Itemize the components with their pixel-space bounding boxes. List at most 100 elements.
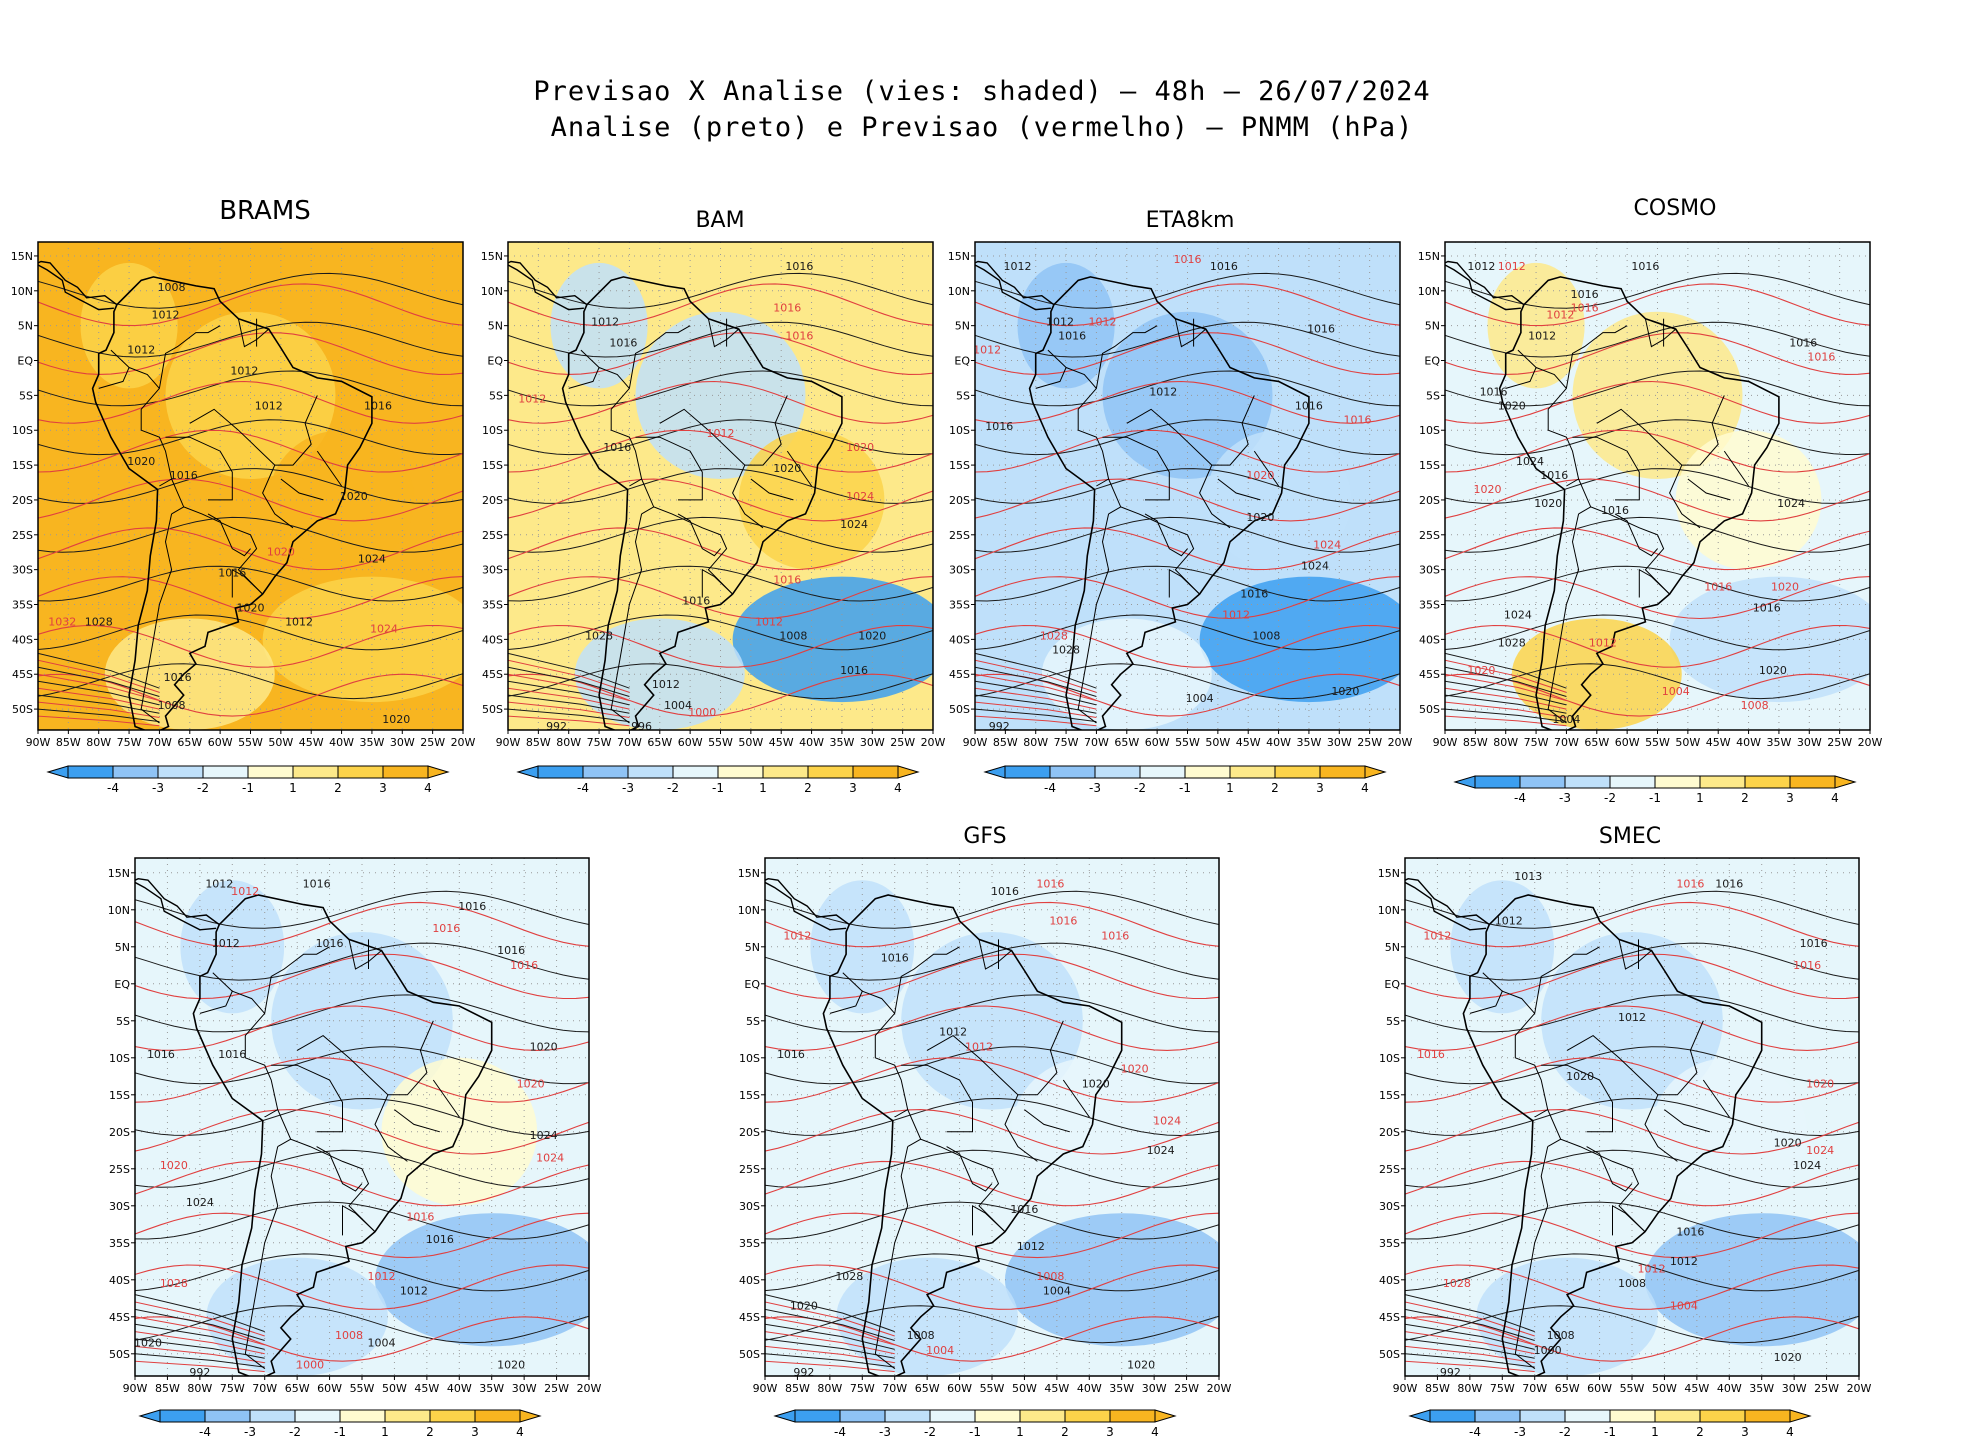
lat-tick-label: 40S bbox=[739, 1274, 760, 1287]
isobar-label: 1016 bbox=[985, 420, 1013, 433]
lon-tick-label: 20W bbox=[1388, 736, 1413, 749]
lon-tick-label: 20W bbox=[1847, 1382, 1872, 1395]
colorbar-left-arrow bbox=[773, 1409, 796, 1423]
lon-tick-label: 40W bbox=[799, 736, 824, 749]
colorbar-segment bbox=[1699, 775, 1746, 789]
isobar-label: 1028 bbox=[1498, 636, 1526, 649]
forecast-isobar bbox=[975, 380, 1400, 424]
country-border bbox=[946, 1146, 993, 1192]
lon-tick-label: 90W bbox=[1393, 1382, 1418, 1395]
isobar-south bbox=[1445, 708, 1567, 723]
colorbar-segment bbox=[1319, 765, 1366, 779]
lon-tick-label: 65W bbox=[1555, 1382, 1580, 1395]
forecast-isobar bbox=[38, 332, 463, 375]
colorbar: -4 -3 -2 -1 1 2 3 4 bbox=[1408, 1409, 1812, 1436]
lat-tick-label: EQ bbox=[954, 355, 970, 368]
lon-tick-label: 30W bbox=[1142, 1382, 1167, 1395]
forecast-isobar bbox=[1445, 332, 1870, 375]
lon-tick-label: 25W bbox=[1357, 736, 1382, 749]
country-border bbox=[1612, 1204, 1646, 1236]
forecast-isobar bbox=[135, 1160, 589, 1207]
isobar-south bbox=[1445, 687, 1567, 710]
lat-tick-label: 5N bbox=[745, 941, 760, 954]
colorbar-tick-label: -1 bbox=[969, 1425, 981, 1436]
isobar-label: 1012 bbox=[518, 392, 546, 405]
lon-tick-label: 90W bbox=[963, 736, 988, 749]
lon-tick-label: 80W bbox=[817, 1382, 842, 1395]
colorbar-tick-label: -2 bbox=[1559, 1425, 1571, 1436]
isobar-south bbox=[1405, 1301, 1535, 1337]
isobar-label: 1016 bbox=[147, 1048, 175, 1061]
country-border bbox=[829, 972, 863, 1014]
lat-tick-label: 35S bbox=[12, 599, 33, 612]
isobar-label: 1016 bbox=[991, 885, 1019, 898]
analysis-isobar bbox=[508, 663, 933, 700]
isobar-south bbox=[1405, 1323, 1535, 1350]
isobar-label: 1012 bbox=[231, 885, 259, 898]
colorbar-tick-label: -2 bbox=[1604, 791, 1616, 805]
isobar-label: 1012 bbox=[973, 344, 1001, 357]
lat-tick-label: 45S bbox=[1379, 1311, 1400, 1324]
analysis-isobar bbox=[765, 1097, 1219, 1137]
forecast-isobar bbox=[1445, 429, 1870, 473]
isobar-label: 1016 bbox=[1010, 1203, 1038, 1216]
isobar-label: 1012 bbox=[205, 878, 233, 891]
lat-tick-label: 25S bbox=[109, 1163, 130, 1176]
colorbar-tick-label: 4 bbox=[894, 781, 902, 795]
colorbar-segment bbox=[294, 1409, 341, 1423]
isobar-label: 1000 bbox=[1534, 1344, 1562, 1357]
lat-tick-label: 35S bbox=[109, 1237, 130, 1250]
isobar-south bbox=[38, 708, 160, 723]
colorbar-segment bbox=[1019, 1409, 1066, 1423]
isobar-label: 1020 bbox=[237, 601, 265, 614]
country-border bbox=[1578, 506, 1591, 515]
isobar-label: 1016 bbox=[458, 900, 486, 913]
isobar-south bbox=[135, 1345, 265, 1364]
forecast-isobar bbox=[508, 527, 933, 571]
country-border bbox=[978, 939, 1012, 970]
lon-tick-label: 85W bbox=[993, 736, 1018, 749]
lon-tick-label: 70W bbox=[252, 1382, 277, 1395]
colorbar-segment bbox=[794, 1409, 841, 1423]
country-border bbox=[1514, 946, 1646, 1233]
lat-tick-label: 50S bbox=[1419, 703, 1440, 716]
lat-tick-label: 20S bbox=[739, 1126, 760, 1139]
isobar-label: 1008 bbox=[779, 629, 807, 642]
forecast-isobar bbox=[765, 901, 1219, 948]
isobar-south bbox=[508, 687, 630, 710]
isobar-label: 1012 bbox=[1149, 385, 1177, 398]
country-border bbox=[610, 325, 733, 595]
isobar-label: 1012 bbox=[230, 364, 258, 377]
isobar-label: 1016 bbox=[773, 574, 801, 587]
isobar-label: 1016 bbox=[1417, 1048, 1445, 1061]
bias-shading-area bbox=[375, 1213, 589, 1347]
country-border bbox=[629, 478, 642, 487]
analysis-isobar bbox=[508, 468, 933, 504]
isobar-label: 1004 bbox=[1186, 692, 1214, 705]
country-border bbox=[1077, 513, 1110, 724]
isobar-south bbox=[1405, 1360, 1535, 1373]
country-border bbox=[1077, 325, 1200, 595]
lat-tick-label: 15N bbox=[1378, 867, 1400, 880]
isobar-label: 1016 bbox=[1295, 399, 1323, 412]
country-border bbox=[894, 1109, 908, 1118]
analysis-isobar bbox=[135, 890, 589, 929]
colorbar-segment bbox=[159, 1409, 206, 1423]
isobar-label: 1004 bbox=[1670, 1299, 1698, 1312]
isobar-south bbox=[38, 659, 160, 693]
analysis-isobar bbox=[508, 272, 933, 309]
isobar-south bbox=[765, 1294, 895, 1333]
colorbar-left-arrow bbox=[1408, 1409, 1431, 1423]
isobar-south bbox=[135, 1353, 265, 1368]
isobar-south bbox=[1445, 680, 1567, 706]
country-border bbox=[432, 1079, 460, 1118]
isobar-label: 1016 bbox=[773, 302, 801, 315]
forecast-isobar bbox=[975, 673, 1400, 717]
colorbar-tick-label: -2 bbox=[197, 781, 209, 795]
country-border bbox=[237, 318, 270, 348]
coastline bbox=[561, 276, 843, 730]
lon-tick-label: 30W bbox=[860, 736, 885, 749]
lat-tick-label: 15S bbox=[949, 459, 970, 472]
colorbar-segment bbox=[1049, 765, 1096, 779]
forecast-isobar bbox=[38, 429, 463, 473]
